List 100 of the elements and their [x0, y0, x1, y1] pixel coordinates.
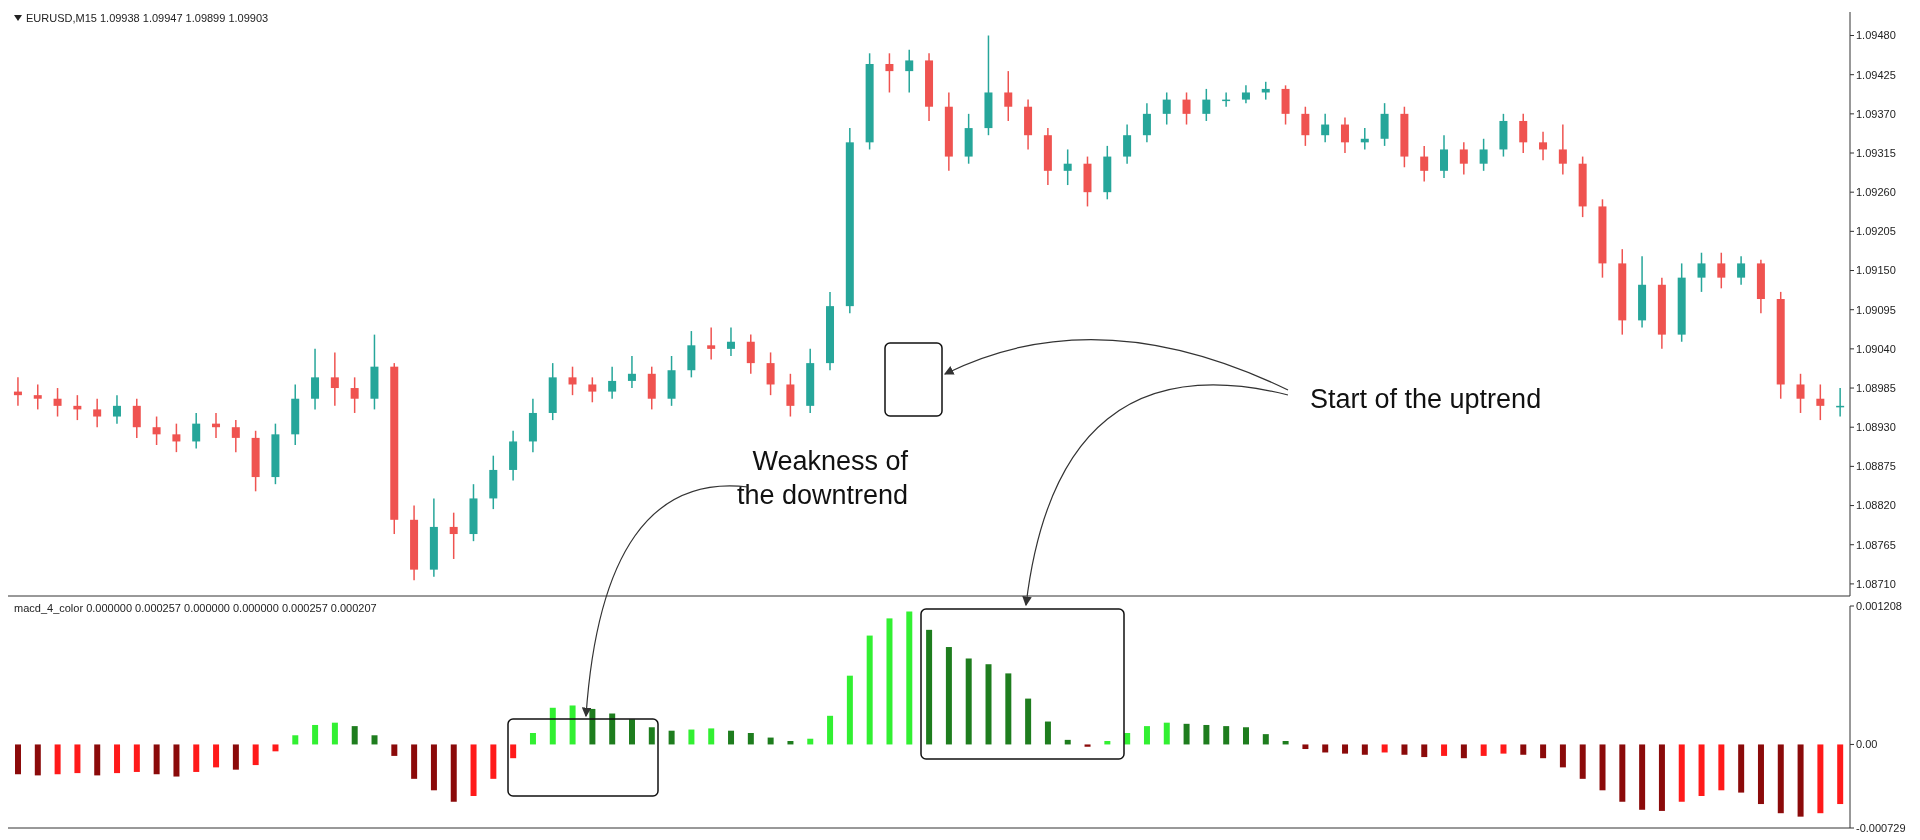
bar	[1025, 698, 1032, 745]
bar	[1381, 744, 1388, 753]
bar	[1540, 744, 1547, 759]
bar	[1044, 721, 1051, 745]
bar	[371, 735, 378, 745]
bar	[1797, 744, 1804, 817]
y-tick-label: 1.09315	[1856, 146, 1896, 159]
annotation: Start of the uptrend	[1310, 384, 1542, 415]
candlestick	[1440, 134, 1449, 179]
candlestick	[588, 376, 597, 404]
bar	[1243, 727, 1249, 745]
y-tick-label: 0.001208	[1856, 599, 1902, 612]
bar	[747, 732, 754, 745]
candlestick	[1519, 113, 1528, 154]
candlestick	[885, 52, 894, 94]
chart-title: EURUSD,M15 1.09938 1.09947 1.09899 1.09903	[26, 12, 269, 24]
candlestick	[33, 383, 42, 411]
bar	[1262, 734, 1269, 745]
bar	[1639, 744, 1646, 810]
bar	[292, 735, 299, 745]
bar	[1559, 744, 1566, 768]
candlestick	[1340, 116, 1349, 154]
y-tick-label: 1.08765	[1856, 538, 1896, 551]
bar	[926, 629, 933, 745]
bar	[629, 719, 635, 745]
bar	[1817, 744, 1824, 814]
y-tick-label: 1.08930	[1856, 421, 1896, 434]
candlestick	[1182, 91, 1191, 126]
y-tick-label: 1.09205	[1856, 225, 1896, 238]
bar	[490, 744, 497, 779]
candlestick	[627, 355, 636, 389]
bar	[391, 744, 398, 756]
bar	[1183, 723, 1190, 745]
bar	[94, 744, 101, 776]
bar	[589, 708, 596, 745]
bar	[133, 744, 140, 772]
bar	[1658, 744, 1665, 811]
candlestick	[1162, 91, 1171, 126]
bar	[668, 730, 675, 745]
bar	[1421, 744, 1428, 758]
candlestick	[1142, 102, 1151, 144]
candlestick	[1123, 123, 1132, 165]
candlestick	[746, 333, 755, 375]
bar	[34, 744, 41, 776]
y-tick-label: 1.08820	[1856, 499, 1896, 512]
bar	[648, 727, 655, 745]
bar	[114, 744, 121, 774]
bar	[252, 744, 259, 766]
bar	[312, 724, 319, 745]
bar	[232, 744, 239, 770]
candlestick	[1321, 113, 1330, 144]
bar	[688, 729, 695, 745]
candlestick	[1697, 251, 1706, 293]
candlestick	[1539, 130, 1548, 161]
bar	[549, 707, 556, 745]
candlestick	[905, 49, 914, 94]
bar	[609, 713, 616, 745]
candlestick	[330, 351, 339, 407]
chart-title: macd_4_color 0.000000 0.000257 0.000000 0.000000 0.000257 0.000207	[14, 602, 377, 614]
bar	[1579, 744, 1586, 779]
bar	[272, 744, 279, 752]
bar	[1143, 726, 1150, 745]
candlestick	[172, 422, 181, 453]
bar	[450, 744, 457, 802]
annotation: Weakness of the downtrend	[735, 445, 908, 512]
bar	[1738, 744, 1745, 793]
candlestick	[766, 351, 775, 396]
candlestick	[112, 394, 121, 425]
candlestick	[1063, 148, 1072, 186]
y-tick-label: 1.09425	[1856, 68, 1896, 81]
candlestick	[1301, 105, 1310, 147]
bar	[1757, 744, 1764, 805]
bar	[1203, 724, 1210, 745]
candlestick	[608, 365, 617, 400]
y-tick-label: 1.09480	[1856, 29, 1896, 42]
bar	[1223, 726, 1230, 745]
bar	[351, 726, 358, 745]
bar	[1718, 744, 1725, 791]
candlestick	[1796, 373, 1805, 414]
y-tick-label: 1.08875	[1856, 460, 1896, 473]
bar	[1500, 744, 1507, 754]
bar	[1678, 744, 1685, 802]
candlestick	[1816, 383, 1825, 421]
bar	[1163, 722, 1170, 745]
bar	[1480, 744, 1487, 756]
bar	[886, 618, 893, 745]
bar	[430, 744, 437, 791]
bar	[470, 744, 477, 797]
y-tick-label: 1.09370	[1856, 107, 1896, 120]
bar	[529, 732, 536, 745]
bar	[153, 744, 160, 775]
bar	[1302, 744, 1309, 750]
bar	[1322, 744, 1329, 753]
candlestick	[93, 397, 102, 428]
candlestick	[786, 373, 795, 418]
bar	[173, 744, 180, 777]
bar	[74, 744, 81, 774]
candlestick	[311, 348, 320, 411]
y-tick-label: 1.09150	[1856, 264, 1896, 277]
candlestick	[192, 412, 201, 450]
